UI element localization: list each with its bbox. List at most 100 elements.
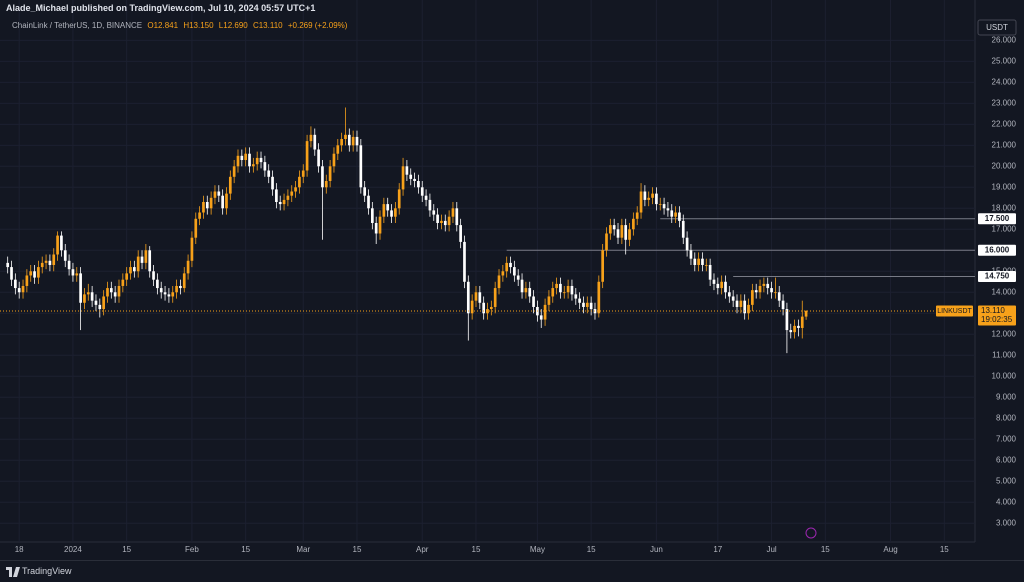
candle-body <box>221 195 224 209</box>
y-tick-label: 24.000 <box>992 77 1017 86</box>
candle-body <box>286 195 290 200</box>
candle-body <box>213 191 217 198</box>
candle-body <box>301 170 305 177</box>
x-tick-label: 2024 <box>64 545 82 554</box>
candle-body <box>94 300 98 305</box>
candle-body <box>225 193 228 209</box>
candle-body <box>67 260 71 270</box>
candle-body <box>236 155 240 167</box>
candle-body <box>605 233 608 251</box>
candle-body <box>608 225 612 234</box>
candle-body <box>217 191 221 196</box>
candle-body <box>83 294 86 303</box>
candle-body <box>186 260 190 274</box>
plot <box>0 0 975 542</box>
currency-box[interactable] <box>977 19 1017 36</box>
candle-body <box>639 191 643 213</box>
candle-body <box>770 288 773 293</box>
y-tick-label: 18.000 <box>992 203 1017 212</box>
candle-body <box>651 193 654 198</box>
candle-body <box>117 285 121 297</box>
candle-body <box>543 304 547 320</box>
event-icon[interactable] <box>805 527 817 539</box>
x-tick-label: 15 <box>821 545 830 554</box>
candle-body <box>179 285 182 289</box>
candle-body <box>486 309 489 314</box>
x-tick-label: 15 <box>587 545 596 554</box>
candle-body <box>478 292 482 303</box>
candle-body <box>390 210 393 217</box>
candle-body <box>6 262 10 268</box>
level-label-box <box>978 213 1016 225</box>
x-tick-label: Mar <box>296 545 310 554</box>
candle-body <box>409 174 413 179</box>
candle-body <box>751 290 754 305</box>
y-tick-label: 12.000 <box>992 329 1017 338</box>
y-tick-label: 21.000 <box>992 140 1017 149</box>
candle-body <box>259 157 263 163</box>
candle-body <box>198 212 201 219</box>
candle-body <box>693 258 697 265</box>
x-tick-label: Jul <box>766 545 776 554</box>
y-tick-label: 4.000 <box>996 497 1017 506</box>
candle-body <box>582 302 585 307</box>
candle-body <box>152 271 155 280</box>
candle-body <box>616 229 620 238</box>
candle-body <box>570 285 574 295</box>
y-tick-label: 20.000 <box>992 161 1017 170</box>
open: O12.841 <box>147 21 179 30</box>
candle-body <box>712 279 716 284</box>
candle-body <box>44 260 48 263</box>
candle-body <box>704 264 708 266</box>
candle-body <box>324 181 328 188</box>
candle-body <box>482 302 486 314</box>
candle-body <box>793 325 796 333</box>
candle-body <box>167 294 171 297</box>
candle-body <box>731 296 735 301</box>
candle-body <box>394 208 397 217</box>
level-label: 17.500 <box>985 214 1010 223</box>
candle-body <box>754 290 758 293</box>
x-tick-label: 15 <box>940 545 949 554</box>
y-tick-label: 17.000 <box>992 224 1017 233</box>
x-tick-label: 15 <box>122 545 131 554</box>
candle-body <box>413 178 416 182</box>
candle-body <box>190 237 194 261</box>
x-tick-label: 17 <box>713 545 722 554</box>
candle-body <box>86 292 90 295</box>
candle-body <box>797 325 800 328</box>
candle-body <box>386 204 390 211</box>
candle-body <box>405 166 409 175</box>
candle-body <box>420 187 424 196</box>
candle-body <box>56 235 59 255</box>
candle-body <box>133 267 136 272</box>
candle-body <box>451 208 455 217</box>
candle-body <box>459 225 462 242</box>
candle-body <box>17 288 21 293</box>
candle-body <box>140 256 144 263</box>
x-tick-label: Feb <box>185 545 199 554</box>
candle-body <box>505 262 509 272</box>
x-tick-label: Apr <box>416 545 429 554</box>
candle-body <box>655 193 658 205</box>
candle-body <box>175 285 178 293</box>
footer: TradingView <box>0 560 1024 582</box>
candle-body <box>40 262 44 268</box>
candle-body <box>148 250 152 272</box>
candle-body <box>278 202 282 205</box>
y-tick-label: 10.000 <box>992 371 1017 380</box>
countdown: 19:02:35 <box>981 315 1013 324</box>
y-tick-label: 6.000 <box>996 455 1017 464</box>
candle-body <box>747 304 750 314</box>
candle-body <box>275 189 278 202</box>
candle-body <box>470 300 474 314</box>
candle-body <box>109 288 113 293</box>
candle-body <box>90 292 94 301</box>
level-label-box <box>978 244 1016 256</box>
candle-body <box>724 281 727 293</box>
candle-body <box>156 279 159 289</box>
candle-body <box>417 181 420 188</box>
candle-body <box>585 302 589 307</box>
candle-body <box>436 214 439 223</box>
candle-body <box>294 187 297 192</box>
